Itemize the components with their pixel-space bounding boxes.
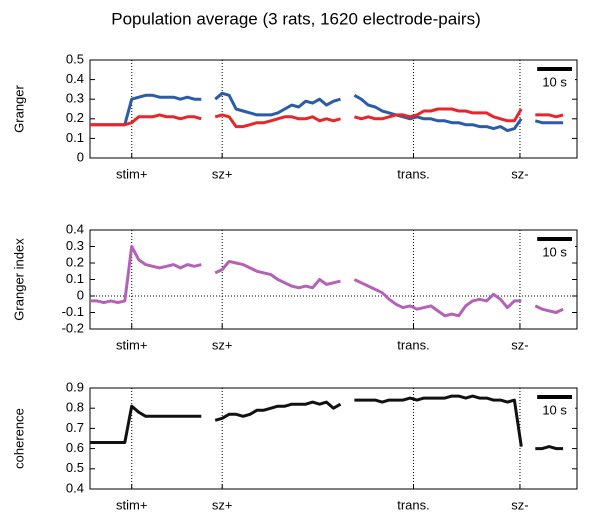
event-label: stim+ — [116, 497, 147, 512]
scalebar-label: 10 s — [542, 74, 567, 89]
series-line — [90, 245, 564, 318]
plot-frame — [89, 387, 578, 490]
y-tick-label: 0.7 — [66, 420, 84, 435]
y-tick-label: 0.8 — [66, 400, 84, 415]
event-label: sz+ — [212, 166, 233, 181]
series-line — [90, 107, 564, 129]
y-tick-label: 0 — [77, 287, 84, 302]
y-tick-label: 0.5 — [66, 460, 84, 475]
event-label: trans. — [397, 337, 430, 352]
y-axis-label: Granger — [11, 84, 26, 132]
y-tick-label: 0.4 — [66, 480, 84, 495]
y-axis-label: Granger index — [11, 238, 26, 321]
event-label: sz- — [511, 166, 528, 181]
event-label: sz+ — [212, 337, 233, 352]
event-label: trans. — [397, 497, 430, 512]
scalebar-label: 10 s — [542, 244, 567, 259]
y-tick-label: 0.1 — [66, 271, 84, 286]
y-tick-label: 0.2 — [66, 110, 84, 125]
y-tick-label: 0.5 — [66, 51, 84, 66]
y-tick-label: 0.1 — [66, 130, 84, 145]
y-tick-label: 0.9 — [66, 379, 84, 394]
event-label: stim+ — [116, 337, 147, 352]
y-tick-label: 0.3 — [66, 238, 84, 253]
y-tick-label: 0.6 — [66, 440, 84, 455]
y-tick-label: -0.1 — [62, 304, 84, 319]
series-line — [90, 394, 564, 451]
y-tick-label: 0 — [77, 149, 84, 164]
y-tick-label: 0.3 — [66, 91, 84, 106]
event-label: sz- — [511, 497, 528, 512]
event-label: sz+ — [212, 497, 233, 512]
event-label: sz- — [511, 337, 528, 352]
y-tick-label: 0.4 — [66, 71, 84, 86]
y-axis-label: coherence — [11, 408, 26, 469]
plot-frame — [89, 59, 578, 159]
plot-frame — [89, 229, 578, 330]
y-tick-label: 0.4 — [66, 221, 84, 236]
y-tick-label: 0.2 — [66, 254, 84, 269]
scalebar-label: 10 s — [542, 402, 567, 417]
event-label: stim+ — [116, 166, 147, 181]
chart-title: Population average (3 rats, 1620 electro… — [111, 9, 481, 28]
event-label: trans. — [397, 166, 430, 181]
series-line — [90, 91, 564, 133]
y-tick-label: -0.2 — [62, 320, 84, 335]
